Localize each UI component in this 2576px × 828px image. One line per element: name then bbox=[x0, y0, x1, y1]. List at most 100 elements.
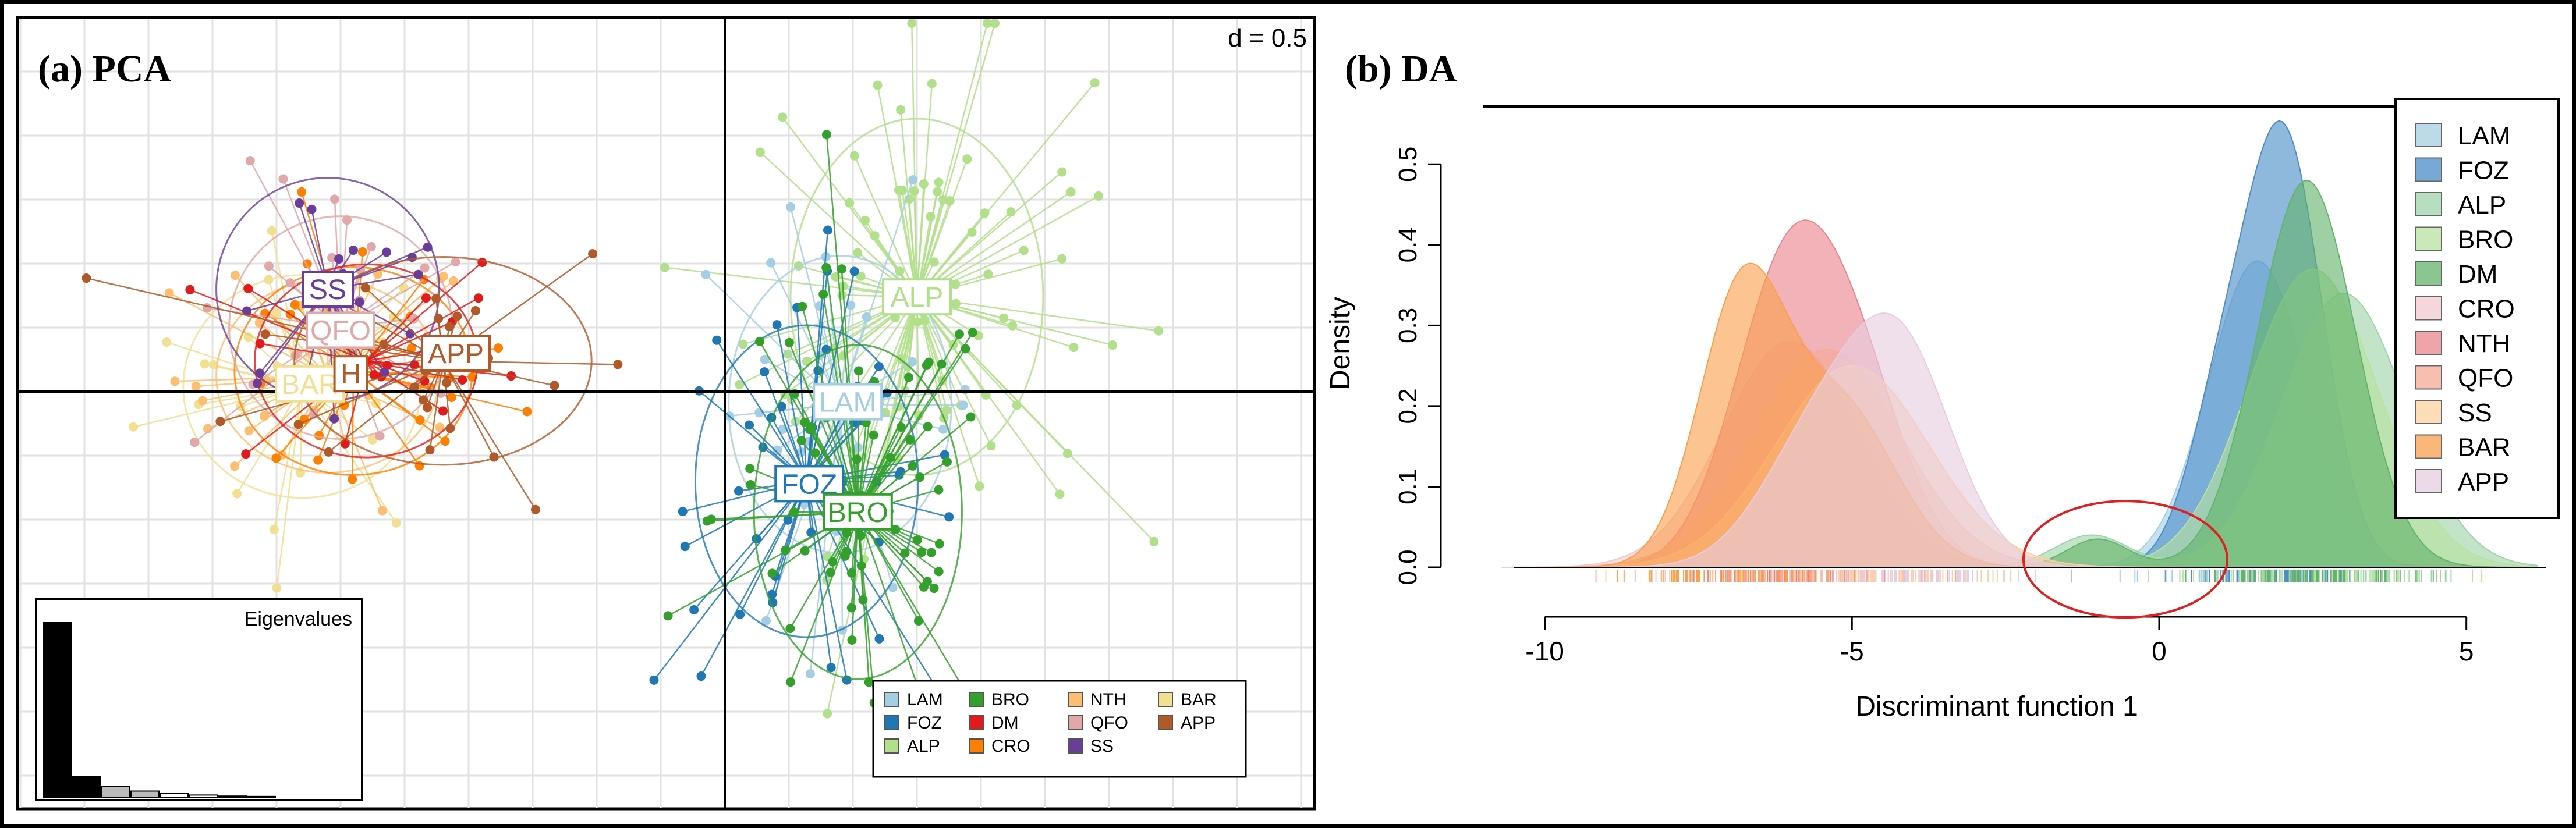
eigenvalue-bar bbox=[101, 786, 130, 798]
pca-point bbox=[789, 507, 799, 517]
pca-point bbox=[253, 378, 263, 388]
pca-point bbox=[348, 245, 358, 255]
pca-legend-label: BAR bbox=[1181, 690, 1217, 709]
pca-point bbox=[369, 370, 379, 380]
pca-point bbox=[784, 337, 794, 347]
pca-point bbox=[447, 392, 456, 402]
pca-point bbox=[382, 361, 392, 371]
pca-point bbox=[962, 154, 972, 164]
pca-spider-line bbox=[857, 365, 927, 513]
da-y-tick-label: 0.0 bbox=[1394, 549, 1422, 585]
da-legend-label: BAR bbox=[2458, 433, 2510, 462]
pca-point bbox=[245, 156, 255, 166]
pca-legend-label: BRO bbox=[991, 690, 1029, 709]
pca-point bbox=[241, 449, 251, 459]
pca-point bbox=[983, 269, 993, 279]
pca-point bbox=[800, 546, 810, 556]
pca-spider-line bbox=[442, 361, 451, 429]
pca-ellipse bbox=[753, 344, 963, 680]
pca-point bbox=[798, 301, 807, 311]
pca-point bbox=[278, 174, 288, 184]
pca-point bbox=[852, 454, 862, 464]
pca-scale-label: d = 0.5 bbox=[1228, 24, 1307, 52]
pca-legend-label: LAM bbox=[907, 690, 943, 709]
pca-legend-frame bbox=[872, 680, 1247, 778]
pca-point bbox=[588, 249, 598, 259]
pca-point bbox=[244, 426, 254, 436]
da-legend-swatch bbox=[2415, 123, 2442, 147]
pca-point bbox=[805, 669, 815, 678]
pca-point bbox=[203, 424, 212, 433]
pca-point bbox=[966, 412, 976, 422]
da-legend-swatch bbox=[2415, 157, 2442, 182]
pca-point bbox=[342, 215, 352, 225]
da-rug-marks bbox=[1595, 570, 2483, 582]
pca-legend-swatch bbox=[969, 738, 984, 754]
pca-point bbox=[940, 450, 949, 460]
pca-point bbox=[230, 271, 240, 280]
eigenvalue-bar bbox=[72, 776, 101, 798]
da-legend-swatch bbox=[2415, 226, 2442, 251]
pca-point bbox=[917, 548, 927, 557]
pca-point bbox=[435, 422, 445, 432]
pca-point bbox=[837, 290, 847, 300]
pca-point bbox=[260, 329, 270, 339]
pca-point bbox=[860, 215, 870, 225]
pca-spider-line bbox=[328, 360, 444, 453]
pca-spider-line bbox=[353, 370, 450, 379]
pca-point bbox=[734, 486, 743, 496]
pca-label-box bbox=[882, 278, 952, 316]
da-panel-label: (b) DA bbox=[1345, 48, 1457, 90]
pca-point bbox=[82, 273, 91, 283]
pca-point bbox=[1108, 340, 1118, 350]
pca-point bbox=[297, 187, 307, 197]
pca-point bbox=[232, 489, 242, 499]
pca-spider-line bbox=[429, 361, 444, 450]
pca-spider-line bbox=[86, 277, 444, 362]
pca-point bbox=[420, 263, 430, 273]
pca-legend-swatch bbox=[1068, 715, 1083, 730]
da-axes: -10 -5 0 5 0.0 0.1 0.2 0.3 0.4 0.5 bbox=[1394, 147, 2474, 666]
pca-point bbox=[942, 457, 952, 467]
pca-spider-line bbox=[899, 109, 918, 297]
da-panel: (b) DA -10 -5 0 5 0.0 0.1 0.2 0.3 0.4 0.5 Discrim… bbox=[1325, 48, 2560, 722]
pca-point bbox=[821, 262, 831, 272]
pca-point bbox=[324, 447, 334, 457]
da-legend-swatch bbox=[2415, 192, 2442, 216]
pca-point bbox=[357, 247, 367, 257]
pca-point bbox=[796, 436, 806, 446]
pca-point bbox=[473, 293, 483, 303]
pca-point bbox=[522, 407, 532, 417]
da-legend: LAM FOZ ALP BRO DM CRO NTH QFO SS BAR APP bbox=[2394, 98, 2560, 519]
pca-point bbox=[255, 339, 265, 349]
pca-point bbox=[926, 548, 936, 557]
pca-point bbox=[773, 445, 782, 455]
pca-point bbox=[423, 242, 433, 252]
da-legend-label: APP bbox=[2458, 468, 2509, 496]
da-highlight-ellipse bbox=[2022, 500, 2228, 619]
da-legend-label: ALP bbox=[2458, 191, 2506, 219]
pca-point bbox=[649, 675, 659, 685]
pca-legend-swatch bbox=[884, 692, 899, 707]
pca-group-label: APP bbox=[428, 339, 484, 369]
da-x-axis-label: Discriminant function 1 bbox=[1855, 691, 2138, 722]
pca-point bbox=[413, 269, 423, 279]
pca-point bbox=[271, 453, 281, 463]
pca-spider-line bbox=[916, 296, 992, 446]
pca-point bbox=[191, 382, 201, 392]
pca-legend-label: ALP bbox=[907, 737, 940, 756]
pca-point bbox=[663, 611, 673, 621]
pca-point bbox=[990, 19, 1000, 28]
pca-point bbox=[894, 185, 903, 195]
pca-point bbox=[415, 415, 425, 425]
pca-point bbox=[1055, 489, 1065, 499]
pca-point bbox=[882, 388, 892, 398]
pca-spider-line bbox=[916, 296, 1061, 495]
pca-point bbox=[786, 677, 796, 687]
pca-point bbox=[1149, 536, 1159, 546]
pca-point bbox=[874, 361, 884, 371]
pca-point bbox=[272, 583, 282, 593]
pca-group-label: SS bbox=[309, 275, 346, 305]
pca-spider-line bbox=[916, 296, 1159, 332]
